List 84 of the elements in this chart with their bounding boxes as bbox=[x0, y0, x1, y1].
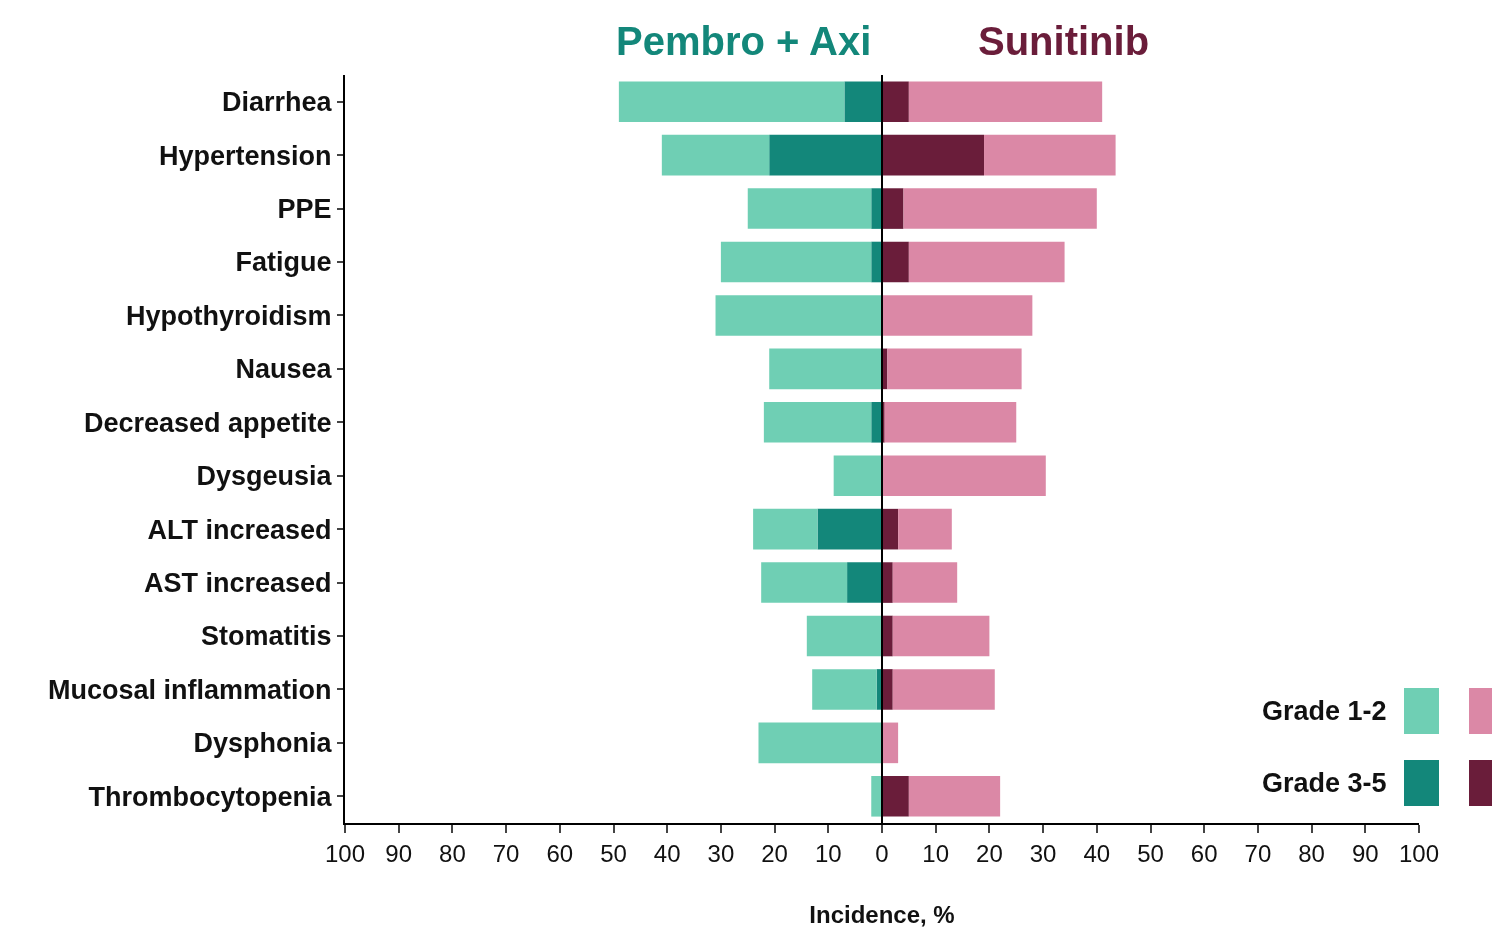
bar bbox=[720, 241, 872, 283]
x-tick-label: 90 bbox=[385, 839, 413, 867]
y-tick-label: AST increased bbox=[144, 568, 332, 599]
y-tick-label: ALT increased bbox=[147, 514, 332, 545]
text: Sunitinib bbox=[978, 19, 1150, 63]
bar bbox=[715, 295, 882, 336]
y-tick-label: Mucosal inflammation bbox=[48, 674, 332, 705]
bar bbox=[871, 401, 882, 443]
y-tick-label: Diarrhea bbox=[222, 87, 333, 118]
y-tick-label: Decreased appetite bbox=[83, 407, 332, 438]
legend-label: Grade 1-2 bbox=[1262, 696, 1387, 726]
y-tick-label: Hypothyroidism bbox=[126, 300, 332, 331]
x-axis-title: Incidence, % bbox=[809, 900, 955, 928]
bar bbox=[747, 188, 872, 229]
bar bbox=[763, 401, 872, 443]
bar bbox=[892, 669, 995, 710]
y-tick-label: Stomatitis bbox=[201, 621, 332, 652]
bar bbox=[884, 401, 1017, 443]
x-tick-label: 30 bbox=[1029, 839, 1057, 867]
bar bbox=[871, 188, 882, 229]
y-tick-label: PPE bbox=[277, 194, 332, 225]
y-tick-label: Fatigue bbox=[235, 247, 332, 278]
bar bbox=[892, 615, 990, 657]
bar bbox=[882, 669, 893, 710]
y-tick-label: Hypertension bbox=[159, 140, 332, 171]
x-tick-label: 60 bbox=[546, 839, 574, 867]
bar bbox=[758, 722, 882, 764]
text: Pembro + Axi bbox=[616, 19, 872, 63]
bar bbox=[892, 562, 958, 603]
bar bbox=[882, 722, 899, 764]
bar bbox=[908, 775, 1001, 817]
bar bbox=[984, 134, 1116, 176]
bar bbox=[833, 455, 882, 497]
bar bbox=[908, 81, 1103, 123]
bar bbox=[817, 508, 882, 550]
bar bbox=[806, 615, 882, 657]
x-tick-label: 30 bbox=[707, 839, 735, 867]
bar bbox=[882, 775, 909, 817]
bar bbox=[903, 188, 1097, 229]
y-tick-label: Thrombocytopenia bbox=[88, 781, 333, 812]
x-tick-label: 90 bbox=[1351, 839, 1379, 867]
x-tick-label: 20 bbox=[976, 839, 1003, 867]
x-tick-label: 100 bbox=[324, 839, 366, 867]
y-tick-label: Dysgeusia bbox=[196, 461, 333, 492]
bar bbox=[882, 562, 893, 603]
bar bbox=[882, 188, 904, 229]
x-tick-label: 10 bbox=[814, 839, 842, 867]
bar bbox=[882, 455, 1046, 497]
bar bbox=[908, 241, 1065, 283]
bar bbox=[844, 81, 882, 123]
bar bbox=[661, 134, 770, 176]
bar bbox=[618, 81, 845, 123]
bar bbox=[882, 134, 985, 176]
x-tick-label: 50 bbox=[600, 839, 627, 867]
x-tick-label: 80 bbox=[1298, 839, 1325, 867]
x-tick-label: 50 bbox=[1137, 839, 1164, 867]
bar bbox=[847, 562, 882, 603]
x-tick-label: 10 bbox=[922, 839, 950, 867]
bar bbox=[882, 615, 893, 657]
bar bbox=[871, 775, 882, 817]
x-tick-label: 0 bbox=[875, 839, 889, 867]
x-tick-label: 60 bbox=[1190, 839, 1218, 867]
y-tick-label: Dysphonia bbox=[193, 728, 333, 759]
bar bbox=[882, 241, 909, 283]
bar bbox=[812, 669, 877, 710]
bar bbox=[761, 562, 848, 603]
y-tick-label: Nausea bbox=[235, 354, 333, 385]
bar bbox=[753, 508, 818, 550]
x-tick-label: 40 bbox=[1083, 839, 1111, 867]
x-tick-label: 100 bbox=[1398, 839, 1440, 867]
bar bbox=[898, 508, 952, 550]
x-tick-label: 70 bbox=[1244, 839, 1272, 867]
x-tick-label: 20 bbox=[761, 839, 788, 867]
legend-label: Grade 3-5 bbox=[1262, 768, 1387, 798]
x-tick-label: 80 bbox=[439, 839, 466, 867]
bar bbox=[769, 348, 882, 390]
bar bbox=[887, 348, 1022, 390]
bar bbox=[882, 508, 899, 550]
bar bbox=[769, 134, 882, 176]
x-tick-label: 70 bbox=[492, 839, 520, 867]
bar bbox=[871, 241, 882, 283]
bar bbox=[882, 295, 1033, 336]
bar bbox=[882, 81, 909, 123]
x-tick-label: 40 bbox=[653, 839, 681, 867]
